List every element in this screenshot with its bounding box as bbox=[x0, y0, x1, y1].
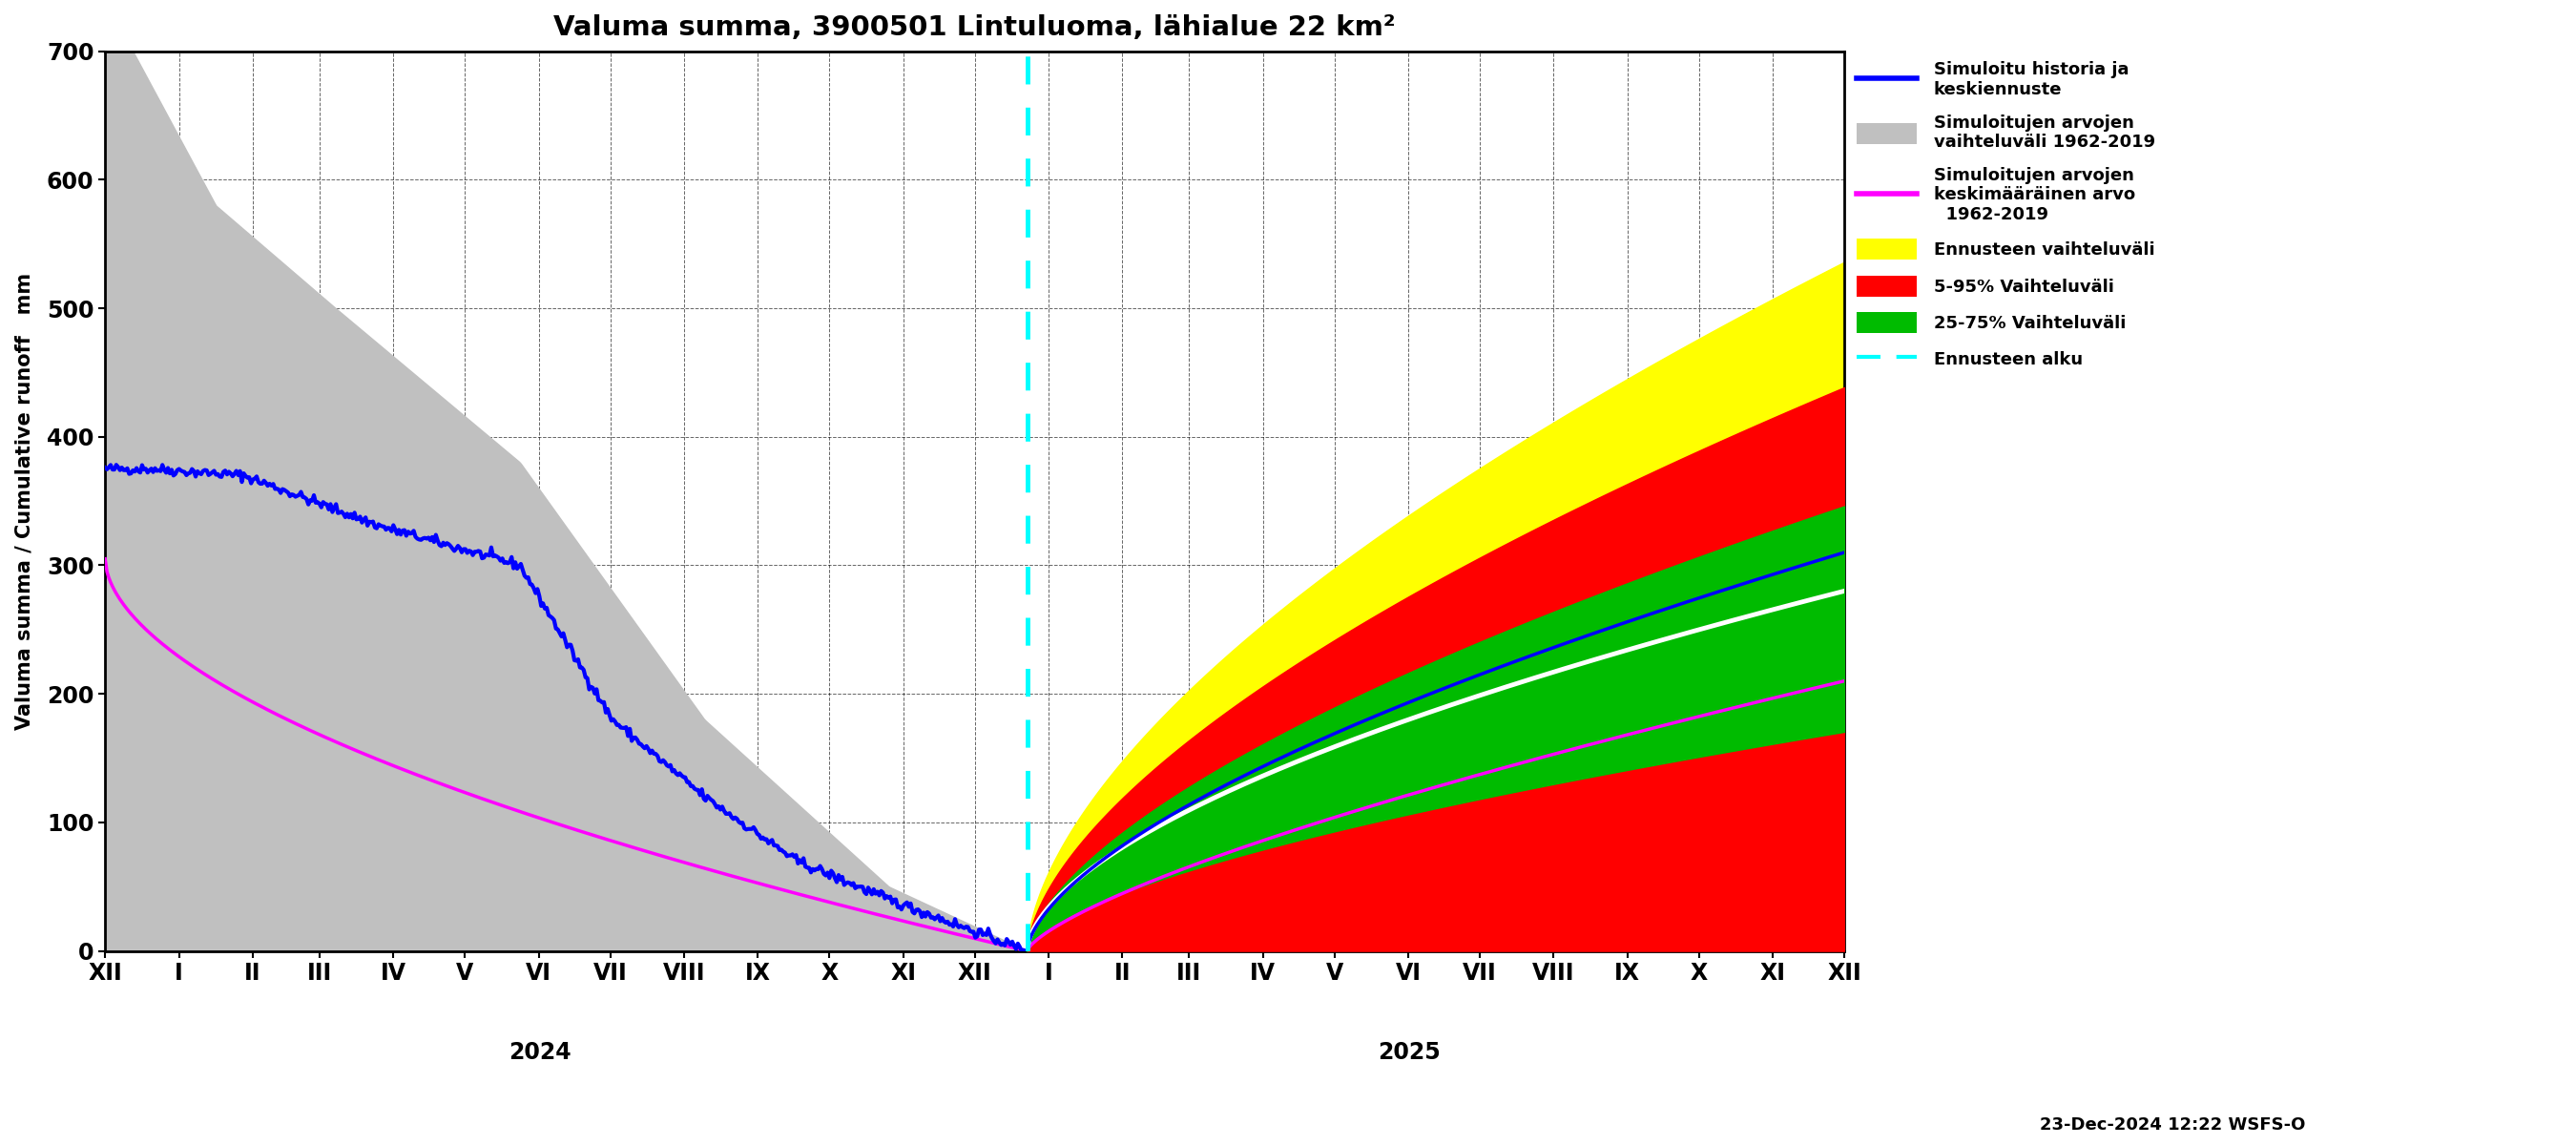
Text: 2024: 2024 bbox=[507, 1041, 572, 1064]
Text: 2025: 2025 bbox=[1378, 1041, 1440, 1064]
Legend: Simuloitu historia ja
keskiennuste, Simuloitujen arvojen
vaihteluväli 1962-2019,: Simuloitu historia ja keskiennuste, Simu… bbox=[1850, 55, 2161, 377]
Y-axis label: Valuma summa / Cumulative runoff   mm: Valuma summa / Cumulative runoff mm bbox=[15, 273, 33, 729]
Title: Valuma summa, 3900501 Lintuluoma, lähialue 22 km²: Valuma summa, 3900501 Lintuluoma, lähial… bbox=[554, 14, 1396, 41]
Text: 23-Dec-2024 12:22 WSFS-O: 23-Dec-2024 12:22 WSFS-O bbox=[2040, 1116, 2306, 1134]
